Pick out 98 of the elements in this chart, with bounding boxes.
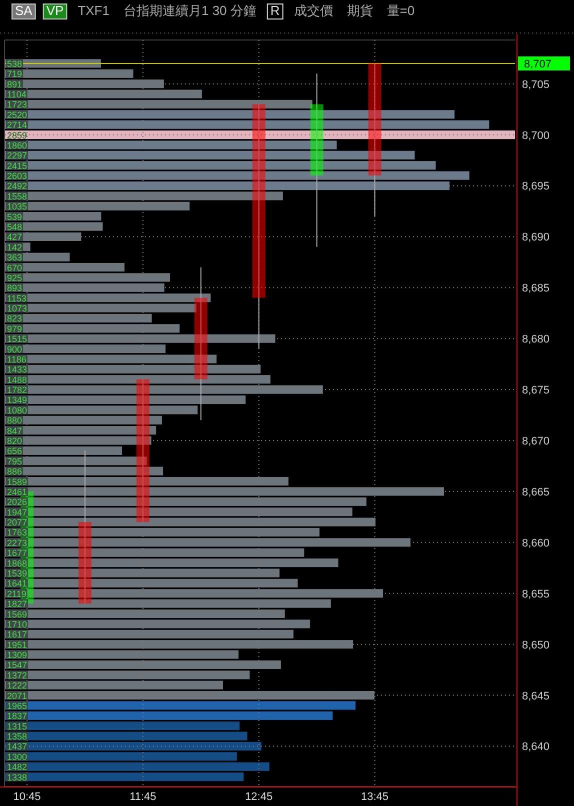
data-label: 1860: [7, 140, 28, 150]
data-label: 2492: [7, 181, 28, 192]
data-label: 427: [7, 232, 22, 242]
y-tick-label: 8,650: [522, 639, 550, 652]
data-label: 142: [7, 242, 22, 252]
data-label: 2273: [7, 538, 28, 548]
y-tick-label: 8,670: [522, 436, 550, 448]
data-label: 1080: [7, 405, 28, 416]
data-label: 1309: [7, 650, 28, 660]
data-label: 1515: [7, 334, 28, 344]
data-label: 548: [7, 222, 22, 232]
y-tick-label: 8,705: [522, 78, 550, 91]
data-label: 1073: [7, 304, 28, 314]
data-label: 1837: [7, 711, 28, 722]
data-label: 1300: [7, 752, 28, 762]
data-label: 795: [7, 456, 22, 466]
data-label: 1488: [7, 374, 28, 385]
data-label: 893: [7, 283, 22, 294]
data-label: 670: [7, 262, 22, 273]
data-label: 1358: [7, 732, 28, 742]
y-tick-label: 8,690: [522, 232, 550, 244]
data-label: 1569: [7, 609, 28, 620]
data-label: 719: [7, 69, 22, 80]
data-label: 1349: [7, 395, 28, 406]
text: R: [270, 3, 280, 18]
y-tick-label: 8,675: [522, 384, 550, 397]
data-label: 1338: [7, 772, 28, 782]
data-label: 1104: [7, 90, 26, 100]
data-label: 1617: [7, 630, 28, 640]
data-label: 1035: [7, 202, 28, 212]
data-label: 1539: [7, 568, 28, 578]
data-label: 2859: [7, 130, 28, 140]
data-label: 1868: [7, 558, 28, 568]
y-tick-label: 8,640: [522, 741, 550, 754]
data-label: 1589: [7, 476, 28, 487]
data-label: 1433: [7, 364, 28, 375]
data-label: 1827: [7, 599, 28, 610]
data-label: 2714: [7, 120, 28, 130]
data-label: 1315: [7, 721, 28, 732]
data-label: 1547: [7, 660, 28, 670]
data-label: 847: [7, 426, 22, 436]
y-tick-label: 8,665: [522, 486, 550, 498]
y-tick-label: 8,695: [522, 180, 550, 193]
data-label: 1782: [7, 385, 28, 396]
y-tick-label: 8,655: [522, 588, 550, 600]
text: SA: [15, 3, 33, 18]
text: 期貨: [346, 3, 373, 18]
text: TXF1: [78, 3, 110, 18]
text: 量=0: [386, 3, 415, 18]
x-tick-label: 10:45: [13, 791, 41, 803]
data-label: 2071: [7, 690, 28, 701]
data-label: 1947: [7, 507, 28, 518]
data-label: 1965: [7, 700, 28, 711]
data-label: 1153: [7, 293, 26, 304]
data-label: 1222: [7, 680, 28, 691]
data-label: 1763: [7, 528, 28, 538]
data-label: 1710: [7, 619, 28, 630]
y-tick-label: 8,685: [522, 282, 550, 295]
x-tick-label: 13:45: [360, 791, 389, 803]
data-label: 2520: [7, 110, 28, 120]
data-label: 1437: [7, 742, 28, 752]
data-label: 979: [7, 324, 22, 334]
data-label: 656: [7, 446, 22, 456]
text: 成交價: [294, 3, 333, 18]
data-label: 2077: [7, 518, 28, 528]
data-label: 1372: [7, 670, 28, 680]
data-label: 891: [7, 79, 22, 90]
data-label: 2119: [7, 588, 26, 599]
data-label: 1641: [7, 578, 28, 589]
data-label: 1186: [7, 354, 26, 364]
chart-title: 台指期連續月1 30 分鐘: [123, 3, 256, 18]
data-label: 1951: [7, 640, 28, 650]
data-label: 538: [7, 58, 22, 69]
data-label: 886: [7, 466, 22, 477]
x-tick-label: 12:45: [245, 791, 273, 803]
data-label: 2297: [7, 150, 28, 161]
data-label: 2026: [7, 497, 28, 508]
data-label: 2415: [7, 160, 28, 171]
data-label: 539: [7, 212, 22, 222]
data-label: 1677: [7, 548, 28, 558]
data-label: 1558: [7, 191, 28, 202]
text: VP: [46, 3, 64, 18]
data-label: 2603: [7, 171, 28, 182]
data-label: 823: [7, 314, 22, 324]
y-tick-label: 8,700: [522, 130, 550, 142]
y-tick-label: 8,660: [522, 537, 550, 550]
data-label: 1482: [7, 762, 28, 772]
y-tick-label: 8,645: [522, 690, 550, 702]
data-label: 900: [7, 344, 22, 354]
data-label: 363: [7, 252, 22, 263]
x-tick-label: 11:45: [130, 791, 156, 803]
data-label: 820: [7, 436, 22, 446]
ref-line-label: 8,707: [524, 58, 552, 70]
y-tick-label: 8,680: [522, 334, 550, 346]
data-label: 925: [7, 272, 22, 283]
data-label: 880: [7, 416, 22, 426]
data-label: 1723: [7, 100, 28, 110]
data-label: 2461: [7, 486, 28, 497]
